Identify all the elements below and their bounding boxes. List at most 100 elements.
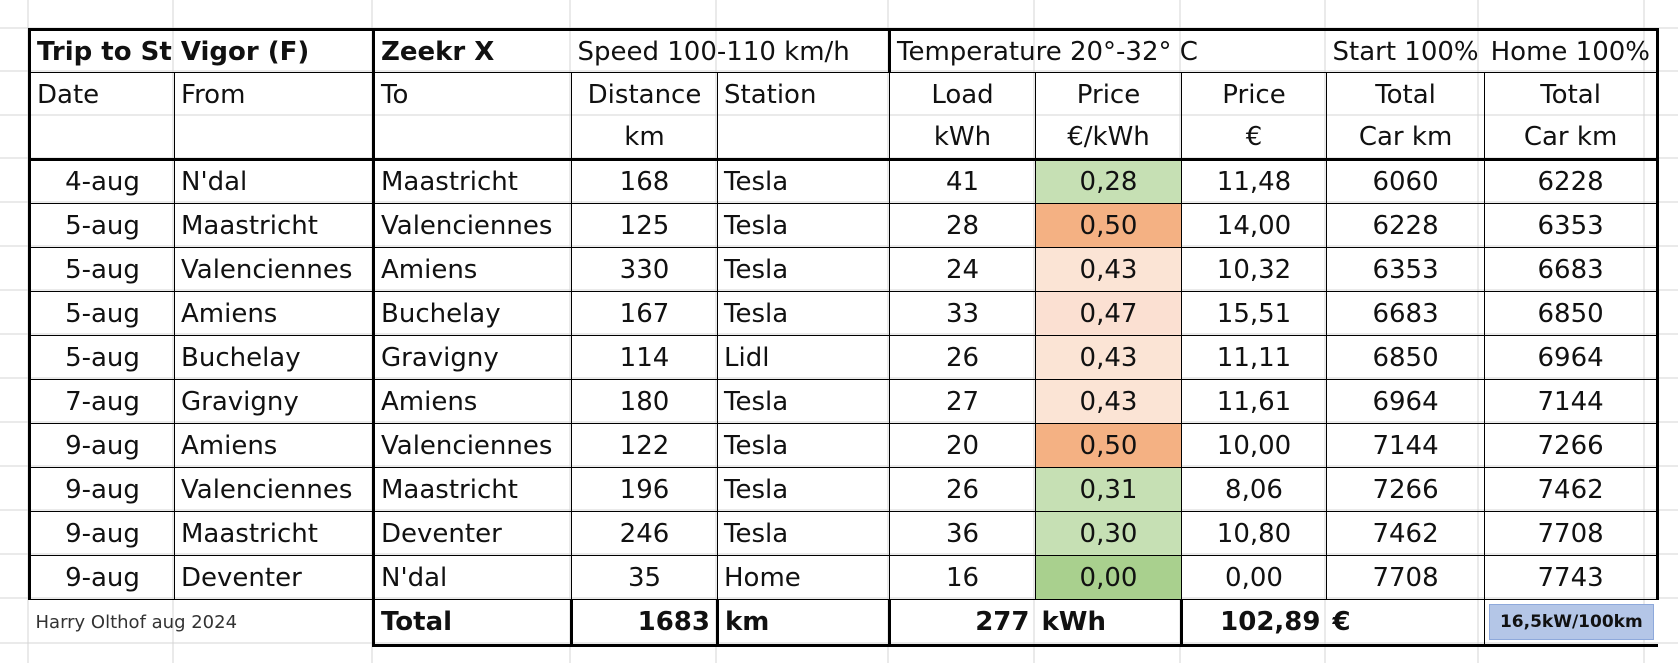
row-price-eur: 11,61 — [1181, 379, 1327, 424]
row-end-km: 6353 — [1484, 203, 1660, 248]
table-row: 5-aug Buchelay Gravigny 114 Lidl 26 0,43 11,11 6… — [28, 335, 1660, 380]
author-credit: Harry Olthof aug 2024 — [35, 612, 238, 634]
header-distance-unit: km — [571, 116, 718, 161]
row-from: Maastricht — [174, 203, 374, 248]
row-price-eur: 10,00 — [1181, 423, 1327, 468]
row-from: Amiens — [174, 291, 374, 336]
row-price-eur: 11,48 — [1181, 159, 1327, 204]
home-charge: Home 100% — [1484, 28, 1660, 73]
row-start-km: 6964 — [1326, 379, 1486, 424]
row-load: 26 — [889, 467, 1036, 512]
row-load: 16 — [889, 555, 1036, 600]
row-start-km: 7708 — [1326, 555, 1486, 600]
row-end-km: 7743 — [1484, 555, 1660, 600]
row-price-kwh: 0,31 — [1035, 467, 1182, 512]
row-to: Valenciennes — [372, 423, 572, 468]
consumption-badge: 16,5kW/100km — [1489, 604, 1654, 640]
distance-unit: km — [716, 599, 890, 647]
header-date: Date — [28, 72, 175, 117]
row-price-kwh: 0,50 — [1035, 423, 1182, 468]
row-distance: 330 — [571, 247, 718, 292]
footer-row: Harry Olthof aug 2024 Total 1683 km 277 … — [30, 599, 1658, 647]
header-end-km-unit: Car km — [1484, 116, 1660, 161]
row-distance: 122 — [571, 423, 718, 468]
row-to: Maastricht — [372, 467, 572, 512]
row-end-km: 6228 — [1484, 159, 1660, 204]
consumption-cell: 16,5kW/100km — [1484, 599, 1658, 647]
header-end-km: Total — [1484, 72, 1660, 117]
row-to: Valenciennes — [372, 203, 572, 248]
header-date-unit — [28, 116, 175, 161]
header-from-unit — [174, 116, 374, 161]
row-price-kwh: 0,28 — [1035, 159, 1182, 204]
row-station: Home — [717, 555, 890, 600]
row-station: Tesla — [717, 247, 890, 292]
row-to: Buchelay — [372, 291, 572, 336]
total-distance: 1683 — [570, 599, 718, 647]
row-load: 24 — [889, 247, 1036, 292]
row-to: Maastricht — [372, 159, 572, 204]
row-start-km: 6850 — [1326, 335, 1486, 380]
row-date: 5-aug — [28, 291, 175, 336]
row-price-kwh: 0,30 — [1035, 511, 1182, 556]
row-station: Tesla — [717, 203, 890, 248]
row-date: 9-aug — [28, 423, 175, 468]
table-row: 9-aug Valenciennes Maastricht 196 Tesla 26 0,3… — [28, 467, 1660, 512]
row-from: Amiens — [174, 423, 374, 468]
row-from: N'dal — [174, 159, 374, 204]
row-load: 36 — [889, 511, 1036, 556]
row-end-km: 6683 — [1484, 247, 1660, 292]
row-date: 4-aug — [28, 159, 175, 204]
header-station-unit — [717, 116, 890, 161]
header-start-km-unit: Car km — [1326, 116, 1486, 161]
row-to: Gravigny — [372, 335, 572, 380]
row-price-eur: 10,32 — [1181, 247, 1327, 292]
row-price-kwh: 0,47 — [1035, 291, 1182, 336]
header-to-unit — [372, 116, 572, 161]
title-row: Trip to St Vigor (F) Zeekr X Speed 100-1… — [28, 28, 1660, 73]
header-price-eur-unit: € — [1181, 116, 1327, 161]
header-to: To — [372, 72, 572, 117]
row-station: Tesla — [717, 511, 890, 556]
header-start-km: Total — [1326, 72, 1486, 117]
row-start-km: 7462 — [1326, 511, 1486, 556]
row-start-km: 6060 — [1326, 159, 1486, 204]
total-label: Total — [372, 599, 572, 647]
total-load: 277 — [888, 599, 1036, 647]
table-row: 9-aug Amiens Valenciennes 122 Tesla 20 0,50 10,… — [28, 423, 1660, 468]
header-row-1: Date From To Distance Station Load Price… — [28, 72, 1660, 117]
price-unit: € — [1326, 599, 1486, 647]
row-date: 9-aug — [28, 555, 175, 600]
header-distance: Distance — [571, 72, 718, 117]
row-price-eur: 11,11 — [1181, 335, 1327, 380]
header-station: Station — [717, 72, 890, 117]
trip-title: Trip to St Vigor (F) — [28, 28, 374, 73]
row-from: Maastricht — [174, 511, 374, 556]
row-distance: 125 — [571, 203, 718, 248]
row-from: Valenciennes — [174, 247, 374, 292]
row-start-km: 6683 — [1326, 291, 1486, 336]
row-distance: 180 — [571, 379, 718, 424]
row-end-km: 7266 — [1484, 423, 1660, 468]
table-row: 5-aug Amiens Buchelay 167 Tesla 33 0,47 15,51 66… — [28, 291, 1660, 336]
row-price-eur: 10,80 — [1181, 511, 1327, 556]
row-distance: 167 — [571, 291, 718, 336]
row-start-km: 7266 — [1326, 467, 1486, 512]
row-load: 33 — [889, 291, 1036, 336]
header-load: Load — [889, 72, 1036, 117]
row-date: 5-aug — [28, 203, 175, 248]
row-price-eur: 0,00 — [1181, 555, 1327, 600]
row-to: N'dal — [372, 555, 572, 600]
row-from: Buchelay — [174, 335, 374, 380]
row-date: 5-aug — [28, 247, 175, 292]
row-end-km: 7708 — [1484, 511, 1660, 556]
row-price-kwh: 0,00 — [1035, 555, 1182, 600]
row-price-eur: 14,00 — [1181, 203, 1327, 248]
header-price-kwh-unit: €/kWh — [1035, 116, 1182, 161]
table-row: 5-aug Valenciennes Amiens 330 Tesla 24 0,43 10,… — [28, 247, 1660, 292]
row-start-km: 6228 — [1326, 203, 1486, 248]
header-price-eur: Price — [1181, 72, 1327, 117]
row-price-eur: 15,51 — [1181, 291, 1327, 336]
load-unit: kWh — [1035, 599, 1182, 647]
row-distance: 246 — [571, 511, 718, 556]
